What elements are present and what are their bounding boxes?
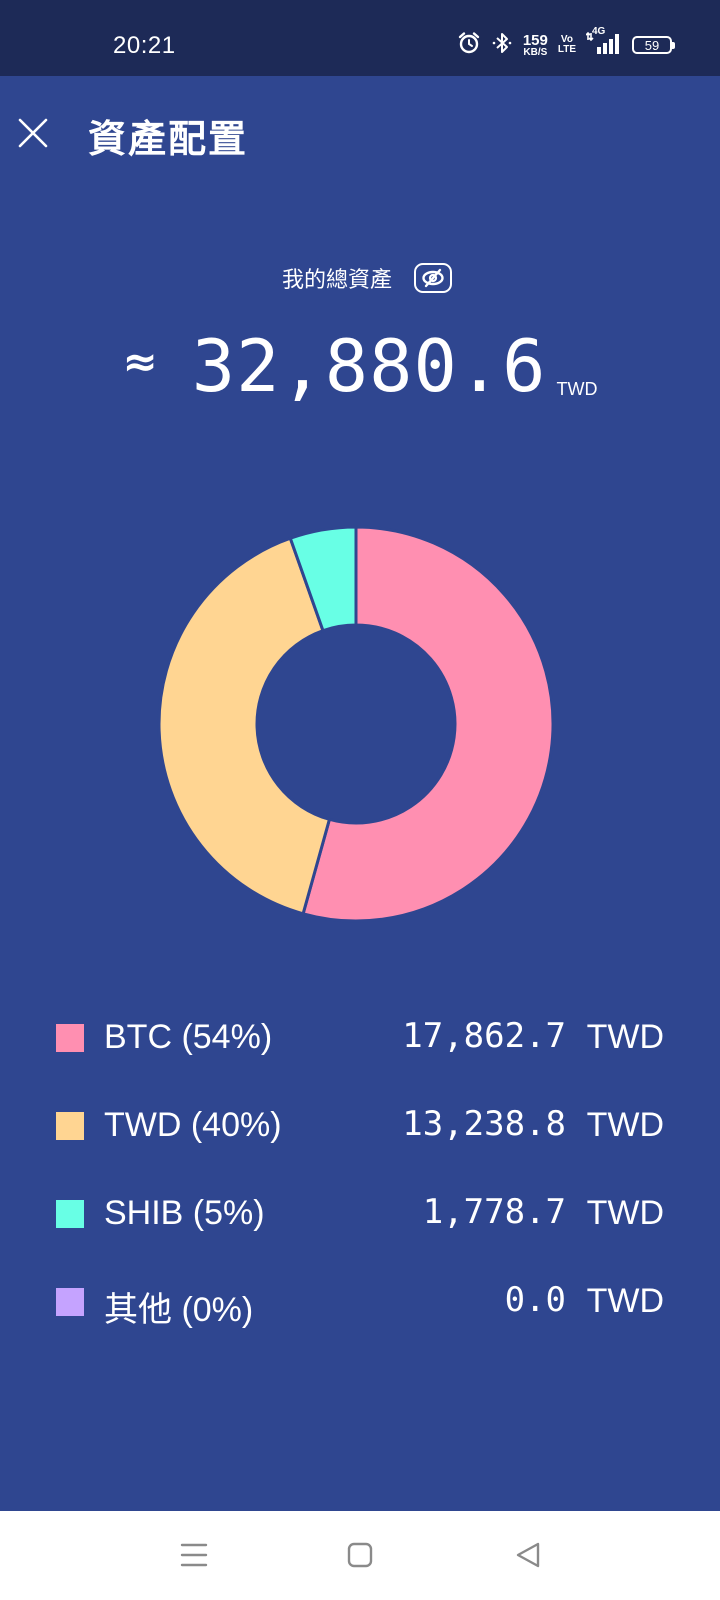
page-title: 資產配置 (88, 117, 249, 161)
app-header: 資產配置 (0, 76, 720, 192)
legend-value: 1,778.7 (422, 1192, 566, 1232)
donut-svg (157, 525, 555, 923)
home-icon (347, 1542, 373, 1568)
volte-top: Vo (560, 33, 573, 45)
legend-value: 13,238.8 (402, 1104, 566, 1144)
network-type: 4G (592, 25, 606, 37)
nav-back-button[interactable] (506, 1533, 550, 1577)
total-assets-unit: TWD (556, 379, 598, 399)
legend-value: 17,862.7 (402, 1016, 566, 1056)
battery-level: 59 (644, 37, 660, 53)
volte-bottom: LTE (557, 44, 576, 55)
donut-slice-btc (301, 525, 555, 923)
legend-unit: TWD (586, 1194, 664, 1232)
net-speed-value: 159 (522, 31, 548, 49)
total-assets-value: 32,880.6 (191, 324, 547, 408)
back-icon (516, 1542, 540, 1568)
net-speed-unit: KB/S (523, 46, 548, 58)
allocation-legend: BTC (54%) 17,862.7 TWD TWD (40%) 13,238.… (0, 1004, 720, 1356)
menu-icon (180, 1543, 208, 1567)
battery-icon: 59 (632, 36, 675, 54)
legend-item-twd[interactable]: TWD (40%) 13,238.8 TWD (0, 1092, 720, 1180)
donut-slice-twd (157, 536, 332, 916)
net-speed: 159 KB/S (523, 33, 548, 58)
legend-swatch (56, 1024, 84, 1052)
bluetooth-icon (491, 31, 513, 60)
legend-item-btc[interactable]: BTC (54%) 17,862.7 TWD (0, 1004, 720, 1092)
total-assets-label: 我的總資產 (281, 268, 392, 293)
donut-slice-shib (288, 525, 358, 633)
legend-swatch (56, 1112, 84, 1140)
total-assets-value-row: ≈ 32,880.6 TWD (0, 330, 720, 402)
legend-unit: TWD (586, 1106, 664, 1144)
signal-icon: 4G (585, 26, 622, 61)
legend-label: BTC (54%) (104, 1018, 273, 1056)
volte-indicator: Vo LTE (557, 33, 576, 56)
alarm-icon (457, 31, 481, 60)
legend-label: TWD (40%) (104, 1106, 282, 1144)
status-icons: 159 KB/S Vo LTE 4G 59 (457, 26, 675, 61)
legend-item-shib[interactable]: SHIB (5%) 1,778.7 TWD (0, 1180, 720, 1268)
allocation-donut-chart (150, 518, 562, 930)
nav-menu-button[interactable] (172, 1533, 216, 1577)
legend-unit: TWD (586, 1282, 664, 1320)
status-time: 20:21 (113, 32, 176, 59)
eye-off-icon (422, 268, 444, 288)
legend-swatch (56, 1200, 84, 1228)
status-bar: 20:21 159 KB/S Vo LTE 4G (0, 0, 720, 76)
legend-label: SHIB (5%) (104, 1194, 265, 1232)
system-nav-bar (0, 1511, 720, 1600)
close-icon (18, 118, 48, 148)
nav-home-button[interactable] (338, 1533, 382, 1577)
legend-unit: TWD (586, 1018, 664, 1056)
approx-symbol: ≈ (122, 337, 158, 386)
legend-item-other[interactable]: 其他 (0%) 0.0 TWD (0, 1268, 720, 1356)
close-button[interactable] (14, 114, 52, 152)
visibility-toggle-button[interactable] (414, 263, 452, 293)
legend-value: 0.0 (504, 1280, 566, 1320)
total-assets-header: 我的總資產 (0, 262, 720, 294)
legend-label: 其他 (0%) (104, 1291, 254, 1329)
legend-swatch (56, 1288, 84, 1316)
